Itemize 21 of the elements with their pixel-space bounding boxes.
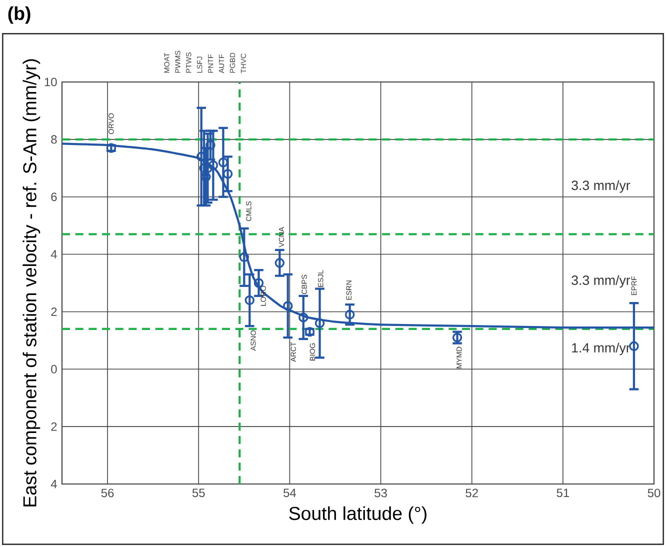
y-tick-label: 2 (51, 422, 57, 431)
chart-title: (b) (8, 6, 30, 24)
x-tick-label: 56 (101, 488, 114, 498)
annotation: 1.4 mm/yr (572, 342, 630, 356)
y-tick-label: 0 (51, 364, 57, 374)
x-tick-label: 50 (648, 488, 660, 498)
x-tick-label: 55 (192, 488, 205, 498)
annotation: 3.3 mm/yr (572, 180, 630, 193)
y-tick-label: 8 (51, 135, 57, 144)
y-tick-label: 2 (51, 308, 57, 316)
x-tick-label: 54 (284, 488, 296, 498)
x-tick-label: 51 (556, 488, 570, 498)
y-axis-title: East component of station velocity - ref. S-Am (mm/yr) (22, 59, 40, 506)
y-tick-label: 4 (50, 250, 57, 258)
x-axis-title: South latitude (°) (289, 506, 426, 524)
annotation: 3.3 mm/yr (572, 275, 630, 288)
y-tick-label: 4 (50, 480, 57, 488)
y-tick-label: 10 (44, 78, 57, 86)
y-tick-label: 6 (51, 192, 57, 202)
x-tick-label: 52 (466, 488, 478, 498)
x-tick-label: 53 (374, 488, 387, 498)
